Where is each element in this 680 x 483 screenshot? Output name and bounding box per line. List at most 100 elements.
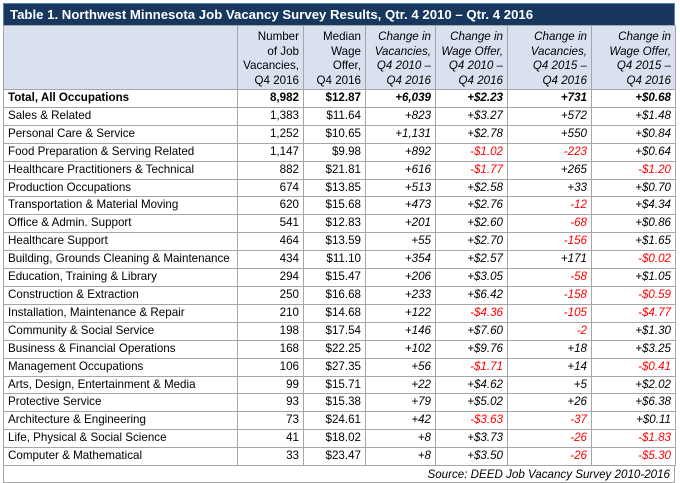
cell-change-vacancies-2015: +572 xyxy=(507,106,592,126)
cell-change-vacancies-2010: +473 xyxy=(365,196,436,216)
cell-change-vacancies-2015: +14 xyxy=(507,357,592,377)
cell-change-wage-2015: +$0.86 xyxy=(591,214,676,234)
cell-vacancies: 434 xyxy=(237,250,304,270)
cell-change-vacancies-2015: -68 xyxy=(507,214,592,234)
cell-change-vacancies-2010: +616 xyxy=(365,160,436,180)
cell-change-vacancies-2010: +79 xyxy=(365,393,436,413)
cell-change-vacancies-2015: -2 xyxy=(507,321,592,341)
cell-occupation: Construction & Extraction xyxy=(3,285,238,305)
header-change-wage-2015: Change in Wage Offer, Q4 2015 – Q4 2016 xyxy=(591,25,676,90)
cell-change-wage-2015: +$2.02 xyxy=(591,375,676,395)
table-row: Community & Social Service 198 $17.54 +146 +… xyxy=(3,321,676,341)
header-line: Change in xyxy=(378,30,431,43)
source-note: Source: DEED Job Vacancy Survey 2010-201… xyxy=(3,466,675,483)
cell-change-vacancies-2015: +265 xyxy=(507,160,592,180)
cell-median-wage: $9.98 xyxy=(303,142,366,162)
cell-occupation: Office & Admin. Support xyxy=(3,214,238,234)
cell-occupation: Management Occupations xyxy=(3,357,238,377)
header-line: Change in xyxy=(534,30,587,43)
header-line: Q4 2010 – xyxy=(376,59,431,72)
cell-change-vacancies-2015: -26 xyxy=(507,447,592,467)
header-change-wage-2010: Change in Wage Offer, Q4 2010 – Q4 2016 xyxy=(435,25,508,90)
header-occupation xyxy=(3,25,238,90)
header-line: Q4 2016 xyxy=(458,73,503,87)
cell-change-wage-2010: +$2.57 xyxy=(435,250,508,270)
cell-vacancies: 1,383 xyxy=(237,106,304,126)
cell-change-vacancies-2015: -158 xyxy=(507,285,592,305)
cell-change-wage-2015: +$0.11 xyxy=(591,411,676,431)
cell-change-vacancies-2010: +146 xyxy=(365,321,436,341)
table-row: Protective Service 93 $15.38 +79 +$5.02 +26 +$… xyxy=(3,393,676,413)
cell-change-vacancies-2010: +42 xyxy=(365,411,436,431)
header-line: Wage xyxy=(331,44,361,58)
cell-change-wage-2010: +$3.73 xyxy=(435,429,508,449)
cell-change-wage-2010: +$9.76 xyxy=(435,339,508,359)
cell-median-wage: $18.02 xyxy=(303,429,366,449)
cell-median-wage: $15.68 xyxy=(303,196,366,216)
cell-vacancies: 464 xyxy=(237,232,304,252)
cell-change-wage-2015: +$0.70 xyxy=(591,178,676,198)
cell-median-wage: $11.10 xyxy=(303,250,366,270)
cell-median-wage: $12.83 xyxy=(303,214,366,234)
cell-occupation: Healthcare Practitioners & Technical xyxy=(3,160,238,180)
cell-change-vacancies-2010: +6,039 xyxy=(365,89,436,108)
cell-change-wage-2015: +$0.68 xyxy=(591,89,676,108)
cell-vacancies: 33 xyxy=(237,447,304,467)
cell-change-vacancies-2010: +22 xyxy=(365,375,436,395)
cell-change-wage-2015: +$3.25 xyxy=(591,339,676,359)
cell-change-wage-2010: +$3.27 xyxy=(435,106,508,126)
table-row: Life, Physical & Social Science 41 $18.02 +… xyxy=(3,429,676,449)
table-row: Installation, Maintenance & Repair 210 $14… xyxy=(3,303,676,323)
cell-occupation: Life, Physical & Social Science xyxy=(3,429,238,449)
header-line: Number xyxy=(257,30,299,43)
cell-change-wage-2010: +$7.60 xyxy=(435,321,508,341)
cell-change-wage-2010: +$6.42 xyxy=(435,285,508,305)
header-job-vacancies: Number of Job Vacancies, Q4 2016 xyxy=(237,25,304,90)
cell-change-vacancies-2015: -156 xyxy=(507,232,592,252)
cell-occupation: Protective Service xyxy=(3,393,238,413)
table-row: Management Occupations 106 $27.35 +56 -$1.71… xyxy=(3,357,676,377)
cell-change-wage-2010: -$1.02 xyxy=(435,142,508,162)
header-line: Q4 2016 xyxy=(626,73,671,87)
cell-change-vacancies-2010: +8 xyxy=(365,447,436,467)
cell-occupation: Computer & Mathematical xyxy=(3,447,238,467)
cell-change-vacancies-2015: +731 xyxy=(507,89,592,108)
header-line: Change in xyxy=(450,30,503,43)
table-row: Production Occupations 674 $13.85 +513 +$2.5… xyxy=(3,178,676,198)
cell-change-vacancies-2015: +18 xyxy=(507,339,592,359)
cell-change-wage-2010: +$2.23 xyxy=(435,89,508,108)
table-row: Personal Care & Service 1,252 $10.65 +1,131… xyxy=(3,124,676,144)
cell-change-wage-2015: -$1.20 xyxy=(591,160,676,180)
header-line: Offer, xyxy=(332,59,361,72)
cell-change-vacancies-2015: -223 xyxy=(507,142,592,162)
cell-change-wage-2010: +$5.02 xyxy=(435,393,508,413)
cell-change-vacancies-2010: +206 xyxy=(365,268,436,287)
table-row: Food Preparation & Serving Related 1,147 $… xyxy=(3,142,676,162)
cell-change-vacancies-2010: +201 xyxy=(365,214,436,234)
table-row: Transportation & Material Moving 620 $15.6… xyxy=(3,196,676,216)
cell-vacancies: 1,252 xyxy=(237,124,304,144)
cell-change-wage-2010: -$1.77 xyxy=(435,160,508,180)
cell-occupation: Education, Training & Library xyxy=(3,268,238,287)
table-row: Construction & Extraction 250 $16.68 +233 +$… xyxy=(3,285,676,305)
cell-change-vacancies-2010: +56 xyxy=(365,357,436,377)
cell-vacancies: 8,982 xyxy=(237,89,304,108)
cell-median-wage: $15.47 xyxy=(303,268,366,287)
cell-occupation: Business & Financial Operations xyxy=(3,339,238,359)
header-line: of Job xyxy=(267,44,299,58)
table-body: Total, All Occupations 8,982 $12.87 +6,039 +… xyxy=(3,89,676,467)
cell-occupation: Production Occupations xyxy=(3,178,238,198)
cell-change-wage-2010: +$2.58 xyxy=(435,178,508,198)
table-row: Healthcare Practitioners & Technical 882 $… xyxy=(3,160,676,180)
header-line: Vacancies, xyxy=(374,44,431,58)
cell-change-vacancies-2010: +8 xyxy=(365,429,436,449)
cell-occupation: Transportation & Material Moving xyxy=(3,196,238,216)
cell-change-wage-2010: +$2.60 xyxy=(435,214,508,234)
cell-change-vacancies-2010: +892 xyxy=(365,142,436,162)
cell-median-wage: $13.59 xyxy=(303,232,366,252)
cell-vacancies: 198 xyxy=(237,321,304,341)
cell-occupation: Arts, Design, Entertainment & Media xyxy=(3,375,238,395)
cell-change-wage-2015: +$1.30 xyxy=(591,321,676,341)
header-line: Q4 2016 xyxy=(386,73,431,87)
header-change-vacancies-2010: Change in Vacancies, Q4 2010 – Q4 2016 xyxy=(365,25,436,90)
